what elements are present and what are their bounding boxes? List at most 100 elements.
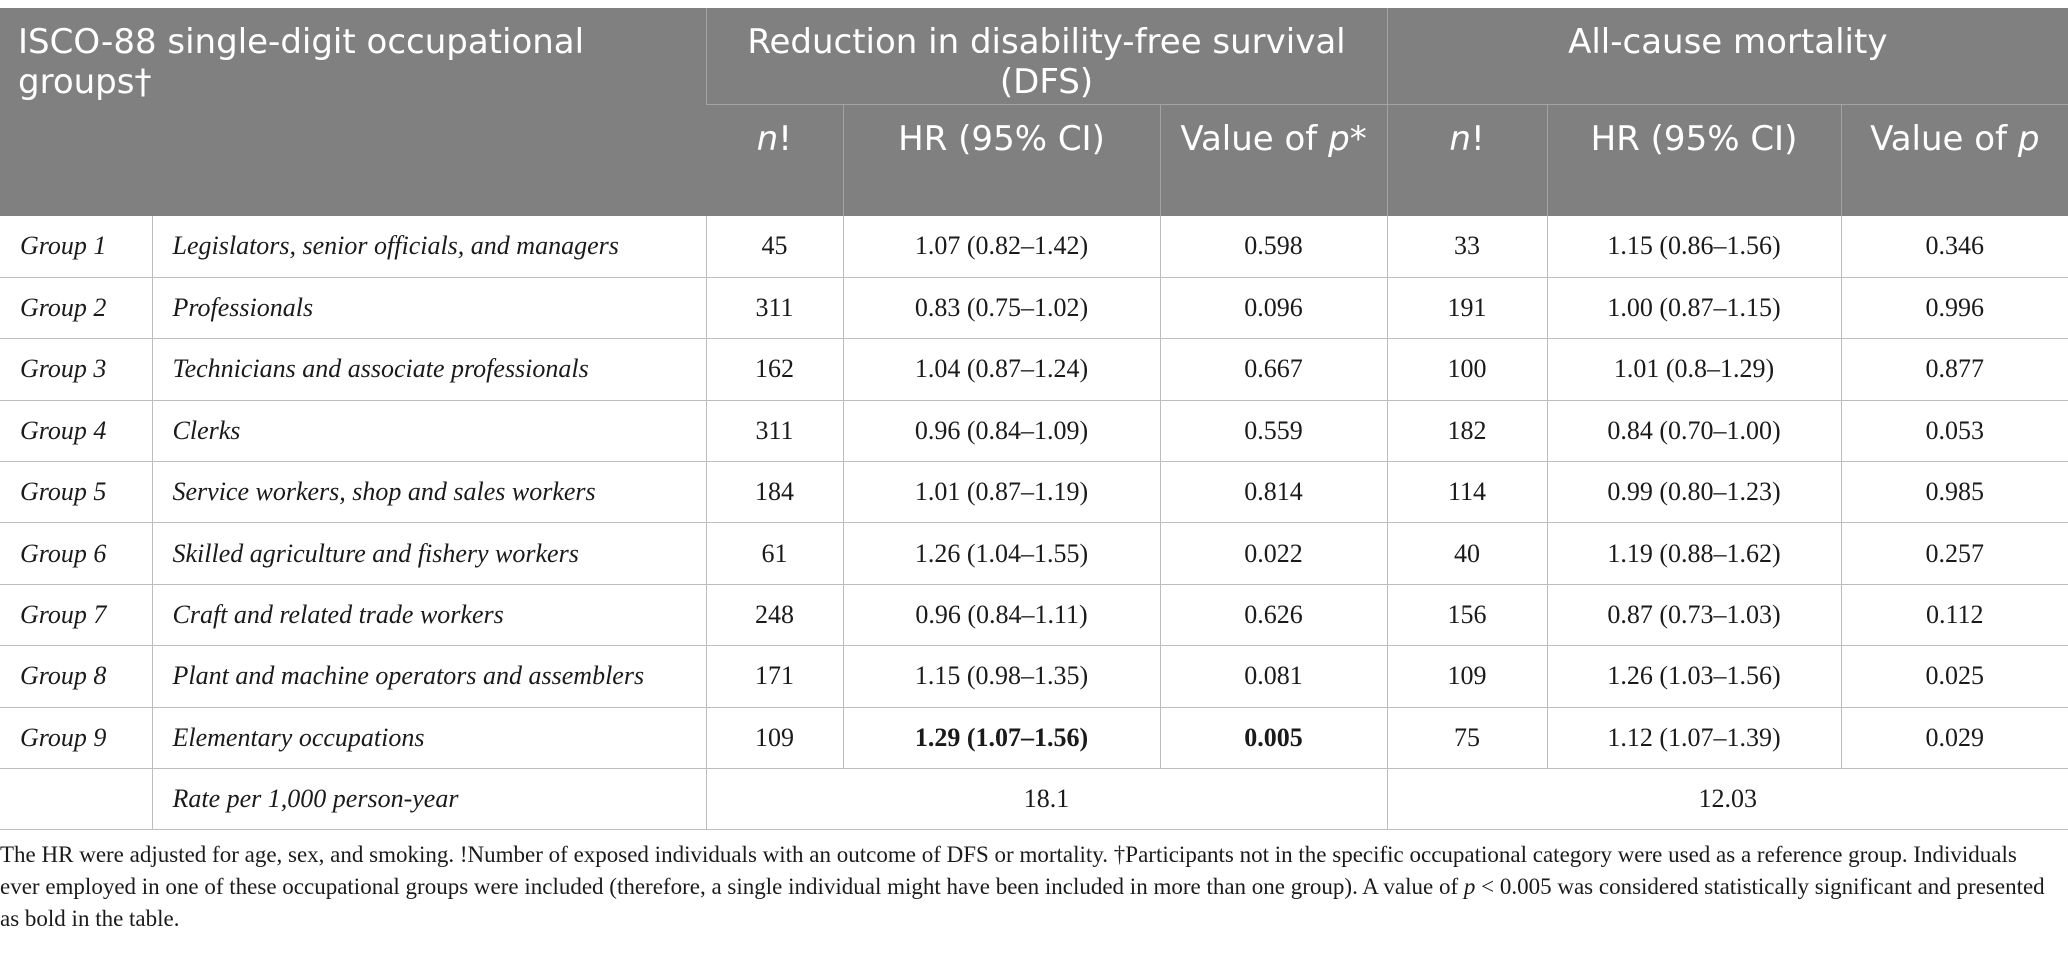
mort-p-cell: 0.112 (1840, 584, 2068, 647)
dfs-n-cell: 248 (705, 584, 844, 647)
group-label: Group 5 (0, 461, 152, 524)
occupation-label: Technicians and associate professionals (151, 338, 707, 401)
mort-p-cell: 0.025 (1840, 645, 2068, 708)
mort-hr-cell: 1.01 (0.8–1.29) (1546, 338, 1842, 401)
header-mort-p: Value of p (1840, 103, 2068, 216)
mort-p-cell: 0.257 (1840, 522, 2068, 585)
dfs-p-cell: 0.626 (1159, 584, 1388, 647)
mort-hr-cell: 1.00 (0.87–1.15) (1546, 277, 1842, 340)
dfs-n-cell: 162 (705, 338, 844, 401)
dfs-hr-cell: 1.26 (1.04–1.55) (842, 522, 1161, 585)
dfs-hr-cell: 1.04 (0.87–1.24) (842, 338, 1161, 401)
group-label: Group 7 (0, 584, 152, 647)
group-label: Group 3 (0, 338, 152, 401)
header-row-top: ISCO-88 single-digit occupational groups… (0, 8, 2068, 216)
mort-hr-cell: 0.99 (0.80–1.23) (1546, 461, 1842, 524)
table-row: Group 7 Craft and related trade workers 24… (0, 584, 2068, 647)
group-label: Group 9 (0, 707, 152, 770)
dfs-hr-cell: 1.01 (0.87–1.19) (842, 461, 1161, 524)
table-row: Group 3 Technicians and associate profess… (0, 338, 2068, 401)
dfs-p-cell: 0.005 (1159, 707, 1388, 770)
group-label: Group 1 (0, 216, 152, 278)
group-label: Group 4 (0, 400, 152, 463)
mort-n-cell: 33 (1386, 216, 1548, 278)
rate-row: Rate per 1,000 person-year 18.1 12.03 (0, 768, 2068, 831)
dfs-p-cell: 0.081 (1159, 645, 1388, 708)
mort-p-cell: 0.877 (1840, 338, 2068, 401)
table-row: Group 2 Professionals 311 0.83 (0.75–1.02) 0… (0, 277, 2068, 340)
mort-n-cell: 156 (1386, 584, 1548, 647)
mort-p-cell: 0.985 (1840, 461, 2068, 524)
rate-label: Rate per 1,000 person-year (151, 768, 707, 831)
rate-row-empty (0, 768, 152, 831)
mort-p-cell: 0.053 (1840, 400, 2068, 463)
mort-hr-cell: 0.84 (0.70–1.00) (1546, 400, 1842, 463)
occupation-label: Craft and related trade workers (151, 584, 707, 647)
table-body: Group 1 Legislators, senior officials, an… (0, 216, 2068, 831)
dfs-p-cell: 0.814 (1159, 461, 1388, 524)
dfs-hr-cell: 0.83 (0.75–1.02) (842, 277, 1161, 340)
occupation-label: Legislators, senior officials, and manag… (151, 216, 707, 278)
mort-hr-cell: 1.19 (0.88–1.62) (1546, 522, 1842, 585)
occupation-label: Service workers, shop and sales workers (151, 461, 707, 524)
occupation-label: Plant and machine operators and assemble… (151, 645, 707, 708)
mort-n-cell: 40 (1386, 522, 1548, 585)
table-row: Group 8 Plant and machine operators and a… (0, 645, 2068, 708)
table-row: Group 4 Clerks 311 0.96 (0.84–1.09) 0.559 182… (0, 400, 2068, 463)
mort-n-cell: 75 (1386, 707, 1548, 770)
dfs-n-cell: 311 (705, 400, 844, 463)
mort-n-cell: 100 (1386, 338, 1548, 401)
mort-hr-cell: 1.12 (1.07–1.39) (1546, 707, 1842, 770)
dfs-p-cell: 0.667 (1159, 338, 1388, 401)
dfs-n-cell: 184 (705, 461, 844, 524)
mort-n-cell: 182 (1386, 400, 1548, 463)
occupation-label: Skilled agriculture and fishery workers (151, 522, 707, 585)
mort-n-cell: 114 (1386, 461, 1548, 524)
mort-hr-cell: 0.87 (0.73–1.03) (1546, 584, 1842, 647)
table-row: Group 5 Service workers, shop and sales w… (0, 461, 2068, 524)
mort-n-cell: 109 (1386, 645, 1548, 708)
mort-p-cell: 0.346 (1840, 216, 2068, 278)
table-row: Group 1 Legislators, senior officials, an… (0, 216, 2068, 278)
mort-hr-cell: 1.26 (1.03–1.56) (1546, 645, 1842, 708)
results-table: ISCO-88 single-digit occupational groups… (0, 8, 2068, 831)
dfs-n-cell: 311 (705, 277, 844, 340)
dfs-n-cell: 109 (705, 707, 844, 770)
results-table-container: ISCO-88 single-digit occupational groups… (0, 8, 2068, 935)
dfs-hr-cell: 0.96 (0.84–1.11) (842, 584, 1161, 647)
header-mortality-group: All-cause mortality (1386, 8, 2068, 104)
group-label: Group 2 (0, 277, 152, 340)
occupation-label: Clerks (151, 400, 707, 463)
header-mort-n: n! (1386, 103, 1548, 216)
header-dfs-group: Reduction in disability-free survival (D… (705, 8, 1388, 104)
rate-dfs-value: 18.1 (705, 768, 1388, 831)
dfs-hr-cell: 1.07 (0.82–1.42) (842, 216, 1161, 278)
dfs-hr-cell: 1.29 (1.07–1.56) (842, 707, 1161, 770)
dfs-p-cell: 0.598 (1159, 216, 1388, 278)
header-dfs-hr: HR (95% CI) (842, 103, 1161, 216)
table-footnote: The HR were adjusted for age, sex, and s… (0, 842, 2045, 932)
header-row-sub: n! HR (95% CI) Value of p* n! HR (95% CI… (0, 103, 2068, 216)
dfs-n-cell: 171 (705, 645, 844, 708)
header-dfs-p: Value of p* (1159, 103, 1388, 216)
mort-hr-cell: 1.15 (0.86–1.56) (1546, 216, 1842, 278)
header-occupational-groups: ISCO-88 single-digit occupational groups… (0, 8, 707, 216)
table-row: Group 6 Skilled agriculture and fishery w… (0, 522, 2068, 585)
dfs-p-cell: 0.022 (1159, 522, 1388, 585)
occupation-label: Elementary occupations (151, 707, 707, 770)
dfs-hr-cell: 1.15 (0.98–1.35) (842, 645, 1161, 708)
occupation-label: Professionals (151, 277, 707, 340)
group-label: Group 6 (0, 522, 152, 585)
dfs-n-cell: 61 (705, 522, 844, 585)
table-row: Group 9 Elementary occupations 109 1.29 (1.… (0, 707, 2068, 770)
rate-mortality-value: 12.03 (1386, 768, 2068, 831)
dfs-p-cell: 0.559 (1159, 400, 1388, 463)
dfs-n-cell: 45 (705, 216, 844, 278)
mort-p-cell: 0.029 (1840, 707, 2068, 770)
mort-p-cell: 0.996 (1840, 277, 2068, 340)
mort-n-cell: 191 (1386, 277, 1548, 340)
dfs-p-cell: 0.096 (1159, 277, 1388, 340)
header-mort-hr: HR (95% CI) (1546, 103, 1842, 216)
header-dfs-n: n! (706, 103, 844, 216)
group-label: Group 8 (0, 645, 152, 708)
